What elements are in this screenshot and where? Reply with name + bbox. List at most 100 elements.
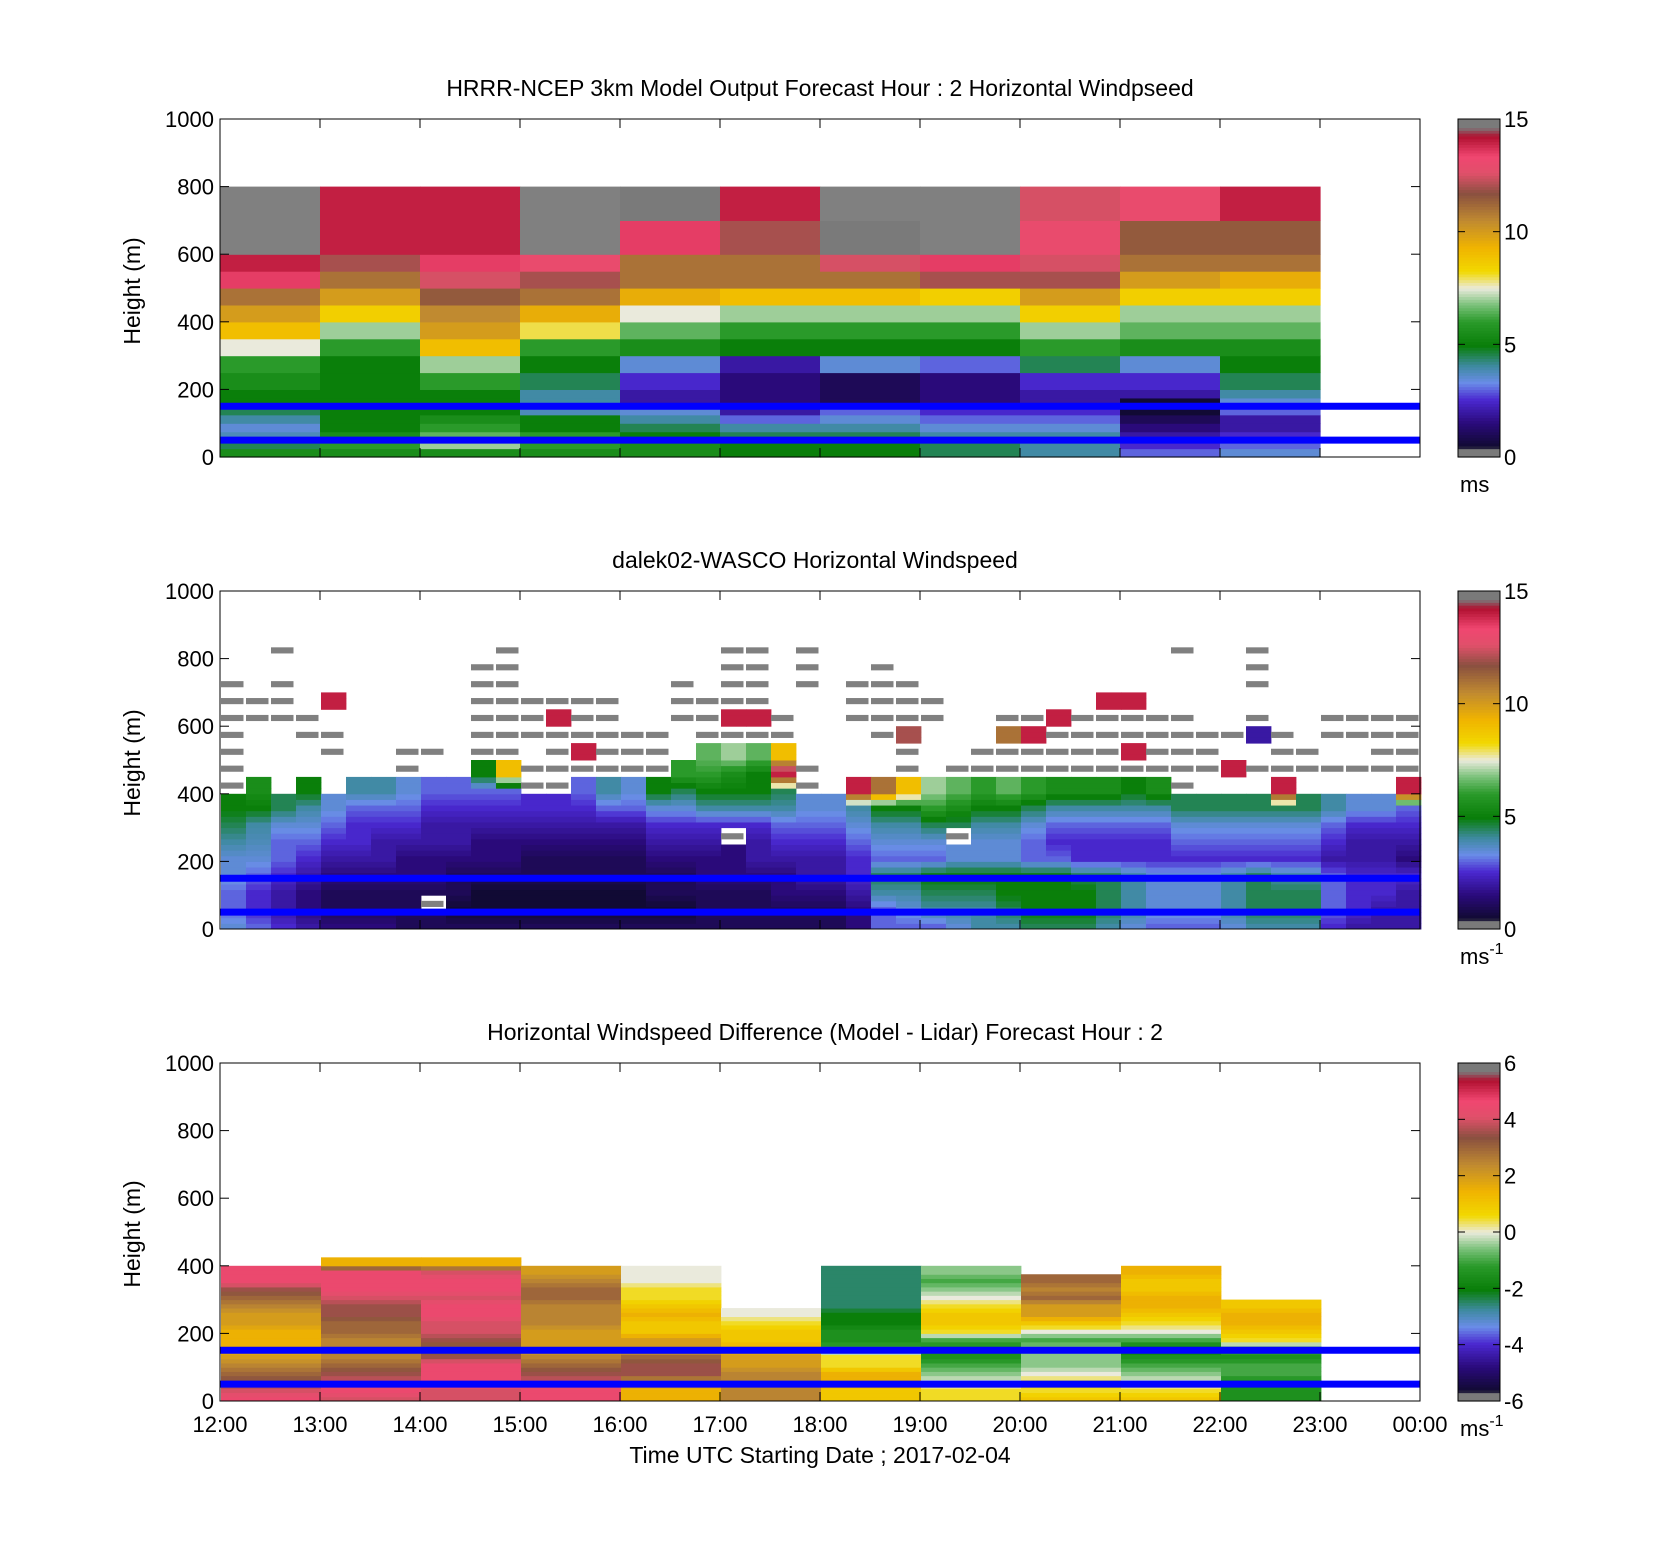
heatmap-cell <box>621 1312 722 1317</box>
heatmap-cell <box>1171 714 1194 722</box>
heatmap-cell <box>696 833 722 840</box>
heatmap-cell <box>821 855 847 862</box>
heatmap-cell <box>696 754 722 761</box>
heatmap-cell <box>746 867 772 874</box>
heatmap-cell <box>421 1257 522 1263</box>
heatmap-cell <box>1196 844 1222 851</box>
heatmap-cell <box>471 810 497 817</box>
colorbar-segment <box>1458 627 1500 632</box>
x-tick-label: 21:00 <box>1092 1412 1147 1437</box>
heatmap-cell <box>1346 923 1372 930</box>
heatmap-cell <box>1020 414 1121 424</box>
colorbar-segment <box>1458 257 1500 261</box>
heatmap-cell <box>1071 900 1097 907</box>
heatmap-cell <box>721 1375 822 1381</box>
heatmap-cell <box>696 748 722 755</box>
colorbar-segment <box>1458 757 1500 761</box>
heatmap-cell <box>620 338 721 357</box>
heatmap-cell <box>1021 1299 1122 1305</box>
heatmap-cell <box>1346 810 1372 817</box>
heatmap-cell <box>621 1291 722 1296</box>
heatmap-cell <box>1296 923 1322 930</box>
heatmap-cell <box>246 714 269 722</box>
heatmap-cell <box>546 923 572 930</box>
heatmap-cell <box>371 821 397 829</box>
colorbar-segment <box>1458 669 1500 674</box>
heatmap-cell <box>771 810 797 817</box>
heatmap-cell <box>321 692 347 699</box>
heatmap-cell <box>1221 833 1247 840</box>
heatmap-cell <box>671 833 697 840</box>
heatmap-cell <box>671 889 697 896</box>
heatmap-cell <box>971 788 997 795</box>
heatmap-cell <box>621 1371 722 1377</box>
heatmap-cell <box>1021 1291 1122 1296</box>
colorbar-segment <box>1458 423 1500 427</box>
heatmap-cell <box>1220 397 1321 407</box>
heatmap-cell <box>321 1257 422 1263</box>
heatmap-cell <box>1321 714 1344 722</box>
heatmap-cell <box>1296 895 1322 902</box>
heatmap-cell <box>671 900 697 907</box>
heatmap-cell <box>646 867 672 874</box>
heatmap-cell <box>1321 917 1347 924</box>
x-tick-label: 12:00 <box>192 1412 247 1437</box>
heatmap-cell <box>871 917 897 924</box>
heatmap-cell <box>796 900 822 907</box>
heatmap-cell <box>320 288 421 306</box>
heatmap-cell <box>696 850 722 857</box>
heatmap-cell <box>471 867 497 874</box>
heatmap-cell <box>646 861 672 868</box>
heatmap-cell <box>696 827 722 834</box>
heatmap-cell <box>1121 883 1147 891</box>
heatmap-cell <box>1196 861 1222 868</box>
heatmap-cell <box>1346 833 1372 840</box>
heatmap-cell <box>496 861 522 868</box>
heatmap-cell <box>321 850 347 857</box>
heatmap-cell <box>820 406 921 416</box>
colorbar-segment <box>1458 914 1500 919</box>
colorbar-segment <box>1458 144 1500 148</box>
heatmap-cell <box>446 889 472 896</box>
colorbar-segment <box>1458 1113 1500 1118</box>
heatmap-cell <box>771 850 797 857</box>
heatmap-cell <box>1321 810 1347 817</box>
heatmap-cell <box>1020 254 1121 272</box>
heatmap-cell <box>321 844 347 851</box>
heatmap-cell <box>621 1316 722 1322</box>
y-tick-label: 800 <box>177 175 214 200</box>
heatmap-cell <box>846 776 872 784</box>
colorbar-segment <box>1458 290 1500 295</box>
heatmap-cell <box>321 1396 422 1402</box>
heatmap-cell <box>546 709 572 716</box>
heatmap-cell <box>721 743 747 750</box>
heatmap-cell <box>621 883 647 891</box>
heatmap-cell <box>1046 714 1072 722</box>
heatmap-cell <box>920 338 1021 357</box>
heatmap-cell <box>321 1282 422 1288</box>
colorbar-segment <box>1458 650 1500 654</box>
heatmap-cell <box>1221 900 1247 907</box>
heatmap-cell <box>971 923 997 930</box>
heatmap-cell <box>1046 923 1072 930</box>
heatmap-cell <box>1396 799 1422 806</box>
heatmap-cell <box>621 799 647 806</box>
heatmap-cell <box>1096 844 1122 851</box>
heatmap-cell <box>921 923 947 930</box>
heatmap-cell <box>821 1303 922 1309</box>
heatmap-cell <box>996 748 1019 755</box>
heatmap-cell <box>346 861 372 868</box>
colorbar-segment <box>1458 130 1500 134</box>
heatmap-cell <box>621 1265 722 1271</box>
heatmap-cell <box>1020 186 1121 221</box>
colorbar-segment <box>1458 304 1500 309</box>
heatmap-cell <box>471 917 497 924</box>
heatmap-cell <box>721 883 747 891</box>
heatmap-cell <box>420 431 521 441</box>
heatmap-cell <box>571 855 597 862</box>
colorbar-segment <box>1458 245 1500 250</box>
heatmap-cell <box>621 1278 722 1284</box>
colorbar-segment <box>1458 889 1500 893</box>
heatmap-cell <box>1321 833 1347 840</box>
colorbar-segment <box>1458 1248 1500 1253</box>
